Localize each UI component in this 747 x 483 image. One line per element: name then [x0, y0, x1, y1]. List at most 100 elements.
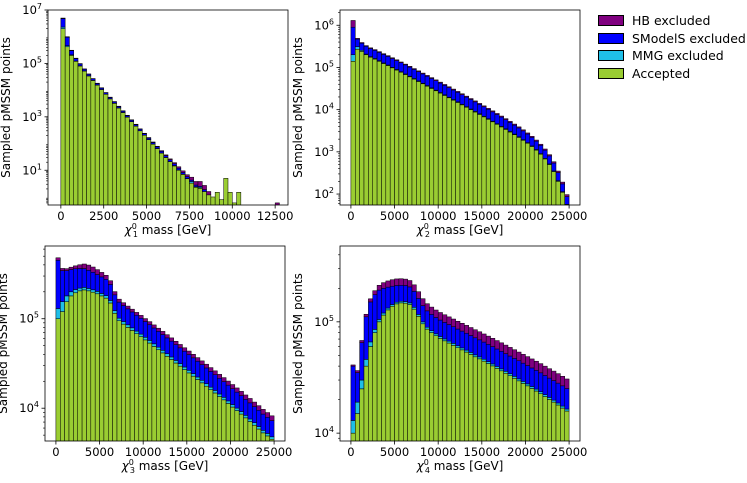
bar-smodels — [372, 50, 378, 59]
bar-hb — [230, 384, 236, 389]
bar-mmg — [551, 399, 557, 403]
bar-accepted — [468, 354, 474, 441]
bar-smodels — [112, 294, 118, 311]
bar-hb — [485, 108, 491, 110]
bar-mmg — [125, 324, 131, 328]
bar-hb — [464, 95, 469, 98]
bar-hb — [359, 42, 365, 44]
bar-hb — [407, 66, 413, 68]
bar-mmg — [208, 386, 214, 390]
bar-accepted — [376, 321, 382, 441]
bar-hb — [437, 81, 443, 84]
bar-accepted — [494, 124, 500, 205]
bar-accepted — [433, 90, 439, 205]
bar-mmg — [129, 327, 135, 331]
x-tick-label: 5000 — [132, 209, 161, 223]
bar-hb — [186, 350, 192, 355]
bar-accepted — [190, 375, 196, 441]
bar-smodels — [125, 308, 131, 326]
bar-accepted — [520, 383, 526, 441]
bar-hb — [547, 154, 552, 157]
bar-hb — [68, 266, 74, 270]
bar-mmg — [437, 336, 443, 339]
bar-mmg — [243, 415, 249, 419]
bar-accepted — [551, 401, 557, 441]
bar-smodels — [411, 69, 417, 79]
bar-mmg — [485, 361, 491, 364]
bar-smodels — [184, 176, 190, 179]
bar-hb — [564, 378, 570, 389]
bar-accepted — [403, 302, 408, 441]
bar-accepted — [533, 149, 539, 205]
bar-mmg — [204, 383, 209, 387]
y-tick-label: 104 — [19, 400, 39, 415]
legend-item-smodels-excluded: SModelS excluded — [596, 30, 746, 48]
bar-accepted — [150, 143, 156, 205]
bar-accepted — [394, 303, 400, 441]
histogram-bars — [350, 20, 570, 205]
bar-accepted — [459, 349, 465, 441]
bar-smodels — [525, 365, 531, 385]
bar-smodels — [190, 357, 196, 374]
bar-mmg — [186, 370, 192, 374]
bar-accepted — [189, 182, 194, 205]
bar-hb — [494, 113, 500, 115]
bar-accepted — [503, 373, 509, 441]
legend-swatch-mmg — [598, 50, 624, 61]
bar-accepted — [503, 129, 509, 205]
bar-mmg — [350, 420, 356, 434]
bar-smodels — [529, 367, 535, 387]
bar-accepted — [156, 349, 161, 441]
bar-smodels — [195, 360, 201, 378]
legend: HB excluded SModelS excluded MMG exclude… — [596, 12, 746, 82]
x-tick-label: 25000 — [551, 445, 588, 459]
bar-hb — [376, 51, 382, 53]
bar-smodels — [555, 382, 561, 404]
bar-accepted — [116, 107, 122, 205]
bar-smodels — [212, 374, 218, 391]
bar-mmg — [538, 391, 544, 394]
bar-accepted — [350, 432, 356, 441]
bar-mmg — [451, 343, 456, 346]
bar-smodels — [77, 268, 83, 289]
bar-accepted — [147, 342, 153, 441]
bar-mmg — [77, 287, 83, 292]
bar-smodels — [464, 332, 469, 351]
bar-smodels — [433, 80, 439, 91]
bar-accepted — [372, 58, 378, 205]
bar-mmg — [507, 373, 513, 376]
bar-smodels — [359, 342, 365, 381]
bar-accepted — [446, 342, 452, 441]
y-tick-label: 105 — [19, 311, 39, 326]
bar-hb — [252, 401, 257, 407]
bar-smodels — [529, 137, 535, 147]
x-axis-label: χ0 4 mass [GeV] — [416, 458, 504, 475]
bar-mmg — [265, 433, 270, 437]
bar-accepted — [260, 432, 266, 441]
bar-mmg — [225, 400, 231, 404]
bar-smodels — [533, 140, 539, 150]
bar-smodels — [156, 331, 161, 348]
bar-accepted — [468, 109, 474, 205]
bar-mmg — [86, 288, 92, 292]
bar-accepted — [64, 46, 70, 205]
bar-hb — [472, 100, 478, 103]
bar-accepted — [381, 63, 387, 205]
y-tick-label: 106 — [314, 17, 334, 32]
bar-hb — [225, 380, 231, 386]
bar-hb — [407, 280, 413, 288]
bar-smodels — [355, 38, 360, 47]
bar-mmg — [230, 404, 236, 408]
bar-accepted — [490, 121, 496, 205]
bar-smodels — [520, 362, 526, 382]
legend-label-hb: HB excluded — [632, 13, 711, 28]
bar-smodels — [468, 99, 474, 110]
bar-hb — [459, 93, 465, 95]
bar-accepted — [376, 61, 382, 205]
bar-hb — [499, 342, 504, 352]
bar-accepted — [411, 308, 417, 441]
x-tick-label: 10000 — [214, 209, 251, 223]
bar-smodels — [90, 272, 96, 291]
bar-hb — [73, 265, 78, 269]
bar-mmg — [442, 338, 448, 342]
